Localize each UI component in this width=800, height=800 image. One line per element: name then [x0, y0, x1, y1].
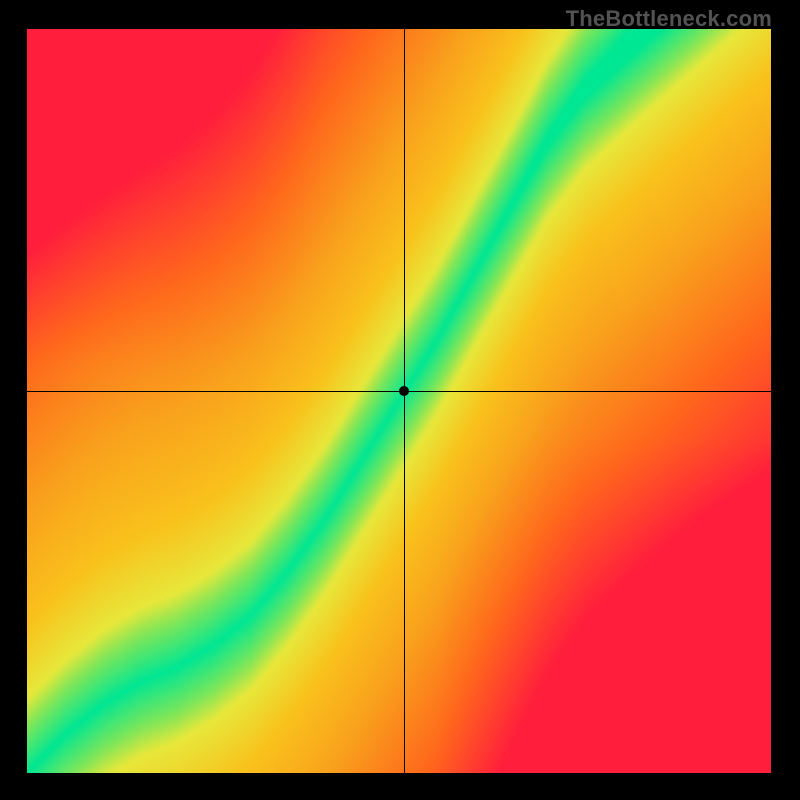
- figure-root: TheBottleneck.com: [0, 0, 800, 800]
- plot-frame: [27, 29, 771, 773]
- watermark-text: TheBottleneck.com: [0, 6, 772, 32]
- data-point-marker: [399, 386, 409, 396]
- crosshair-vertical: [404, 29, 405, 773]
- heatmap-canvas: [27, 29, 771, 773]
